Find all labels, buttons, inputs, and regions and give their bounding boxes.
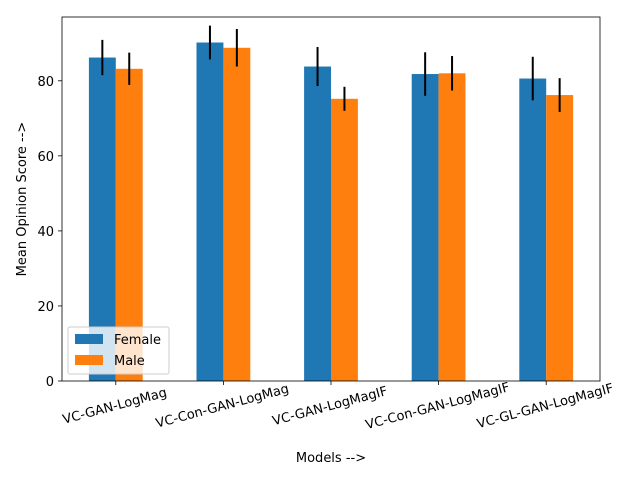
x-tick-label-2: VC-Con-GAN-LogMag bbox=[154, 382, 290, 432]
x-axis-label: Models --> bbox=[296, 451, 366, 466]
y-axis-label: Mean Opinion Score --> bbox=[15, 122, 30, 277]
y-tick-label-2: 20 bbox=[37, 300, 54, 315]
bar-female-5 bbox=[519, 78, 547, 381]
x-axis: VC-GAN-LogMagVC-Con-GAN-LogMagVC-GAN-Log… bbox=[61, 380, 615, 433]
bar-female-4 bbox=[411, 74, 439, 381]
y-tick-label-4: 60 bbox=[37, 150, 54, 165]
bar-male-5 bbox=[546, 95, 574, 381]
legend-swatch-male bbox=[75, 355, 103, 365]
bar-male-2 bbox=[223, 47, 251, 382]
y-tick-label-3: 40 bbox=[37, 225, 54, 240]
legend-swatch-female bbox=[75, 334, 103, 344]
bar-male-3 bbox=[331, 98, 358, 381]
bar-layer bbox=[88, 42, 574, 382]
y-axis: 0 20 40 60 80 bbox=[37, 75, 62, 390]
x-tick-label-1: VC-GAN-LogMag bbox=[61, 386, 168, 428]
y-tick-label-1: 0 bbox=[46, 375, 54, 390]
legend-label-male: Male bbox=[114, 354, 145, 369]
bar-male-4 bbox=[438, 73, 466, 381]
bar-female-3 bbox=[304, 66, 331, 381]
legend-label-female: Female bbox=[114, 333, 161, 348]
y-tick-label-5: 80 bbox=[37, 75, 54, 90]
error-bar-layer bbox=[101, 25, 561, 112]
legend: Female Male bbox=[67, 326, 170, 375]
bar-female-2 bbox=[196, 42, 224, 382]
